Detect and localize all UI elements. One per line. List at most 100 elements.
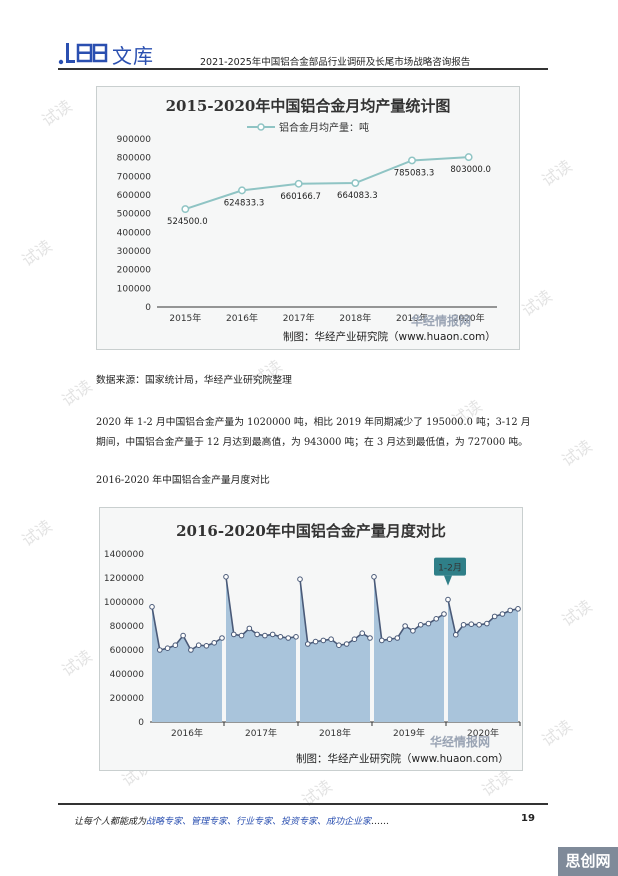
data-point: [464, 153, 473, 162]
y-tick-label: 0: [138, 718, 144, 728]
header-divider: [58, 68, 548, 70]
y-tick-label: 600000: [117, 191, 152, 201]
chart-caption: 2016-2020 年中国铝合金产量月度对比: [96, 475, 270, 486]
legend-label: 铝合金月均产量：吨: [279, 121, 369, 134]
footer-divider: [58, 803, 548, 805]
data-point: [367, 635, 373, 641]
data-point: [452, 631, 459, 638]
data-point: [238, 632, 245, 639]
data-point: [181, 205, 190, 214]
data-point: [507, 607, 514, 614]
callout-box: [434, 557, 466, 576]
watermark-text: 试读: [538, 156, 576, 191]
footer-prefix: 让每个人都能成为: [74, 817, 147, 827]
x-tick-label: 2020年: [467, 727, 499, 739]
data-point: [294, 179, 303, 188]
data-point: [254, 631, 260, 638]
chart-monthly-comparison: 2016-2020年中国铝合金产量月度对比 0 200000 400000 600000…: [99, 507, 523, 771]
data-point: [211, 640, 218, 646]
series-line: [447, 599, 519, 637]
chart-credit: 制图：华经产业研究院（www.huaon.com）: [283, 330, 496, 343]
series-line: [185, 156, 469, 211]
data-point: [343, 641, 350, 647]
x-tick-label: 2017年: [283, 312, 315, 324]
paragraph-line: 2020 年 1-2 月中国铝合金产量为 1020000 吨，相比 2019 年…: [96, 417, 531, 428]
x-tick-label: 2016年: [226, 312, 258, 324]
report-title: 2021-2025年中国铝合金部品行业调研及长尾市场战略咨询报告: [200, 57, 471, 68]
data-label: 624833.3: [224, 198, 265, 208]
data-point: [312, 638, 319, 645]
callout-pointer: [444, 575, 452, 586]
data-point: [468, 621, 475, 627]
x-tick-label: 2015年: [169, 312, 201, 324]
area-fill: [374, 576, 444, 722]
data-point: [425, 620, 432, 627]
y-tick-label: 300000: [117, 247, 152, 257]
data-point: [386, 636, 393, 642]
y-tick-label: 1200000: [104, 574, 144, 584]
logo-text: 文库: [112, 44, 154, 68]
data-point: [359, 630, 366, 636]
area-fill: [152, 606, 222, 722]
data-point: [417, 622, 424, 628]
corner-badge: 思创网: [558, 847, 618, 876]
data-point: [223, 574, 229, 580]
data-point: [484, 620, 490, 627]
data-point: [262, 632, 268, 639]
x-tick-label: 2020年: [453, 312, 485, 324]
data-point: [328, 636, 334, 642]
data-point: [460, 622, 467, 628]
data-label: 664083.3: [337, 191, 378, 201]
data-point: [246, 625, 253, 632]
data-point: [277, 634, 284, 640]
footer-suffix: ……: [371, 817, 390, 827]
data-point: [195, 642, 202, 648]
y-tick-label: 400000: [110, 670, 145, 680]
y-tick-label: 1000000: [104, 598, 144, 608]
callout-label: 1-2月: [438, 563, 462, 574]
logo-icon: [58, 43, 108, 65]
area-fill: [300, 579, 370, 722]
chart-monthly-comparison-svg: 2016-2020年中国铝合金产量月度对比 0 200000 400000 600000…: [104, 522, 521, 765]
chart-title: 2016-2020年中国铝合金产量月度对比: [176, 522, 446, 540]
watermark-text: 试读: [298, 776, 336, 811]
y-tick-label: 500000: [117, 210, 152, 220]
data-point: [304, 641, 311, 647]
data-point: [410, 628, 416, 634]
data-point: [293, 634, 299, 640]
data-point: [336, 642, 342, 648]
data-point: [402, 623, 408, 629]
source-note: 数据来源：国家统计局，华经产业研究院整理: [96, 375, 292, 386]
data-point: [371, 574, 377, 580]
chart-title: 2015-2020年中国铝合金月均产量统计图: [166, 97, 451, 115]
footer-highlight: 战略专家、管理专家、行业专家、投资专家、成功企业家: [146, 817, 372, 827]
data-point: [149, 604, 155, 610]
data-point: [269, 631, 276, 638]
data-point: [433, 616, 440, 622]
data-point: [188, 647, 194, 653]
y-tick-label: 800000: [117, 154, 152, 164]
data-label: 803000.0: [450, 165, 491, 175]
chart-credit: 制图：华经产业研究院（www.huaon.com）: [296, 752, 509, 765]
watermark-text: 试读: [558, 596, 596, 631]
data-point: [515, 606, 521, 612]
data-point: [219, 635, 225, 641]
data-point: [351, 179, 360, 187]
y-tick-label: 200000: [110, 694, 145, 704]
watermark-text: 试读: [58, 646, 96, 681]
data-point: [230, 631, 237, 638]
data-point: [394, 635, 401, 641]
legend-marker: [257, 123, 265, 131]
data-point: [180, 632, 186, 639]
watermark-text: 试读: [518, 286, 556, 321]
data-point: [156, 647, 163, 653]
watermark-text: 试读: [558, 436, 596, 471]
y-tick-label: 600000: [110, 646, 145, 656]
series-line: [299, 579, 371, 647]
data-point: [499, 611, 506, 617]
data-point: [297, 576, 303, 582]
data-point: [285, 635, 292, 641]
data-point: [351, 636, 358, 642]
x-tick-label: 2018年: [319, 727, 351, 739]
